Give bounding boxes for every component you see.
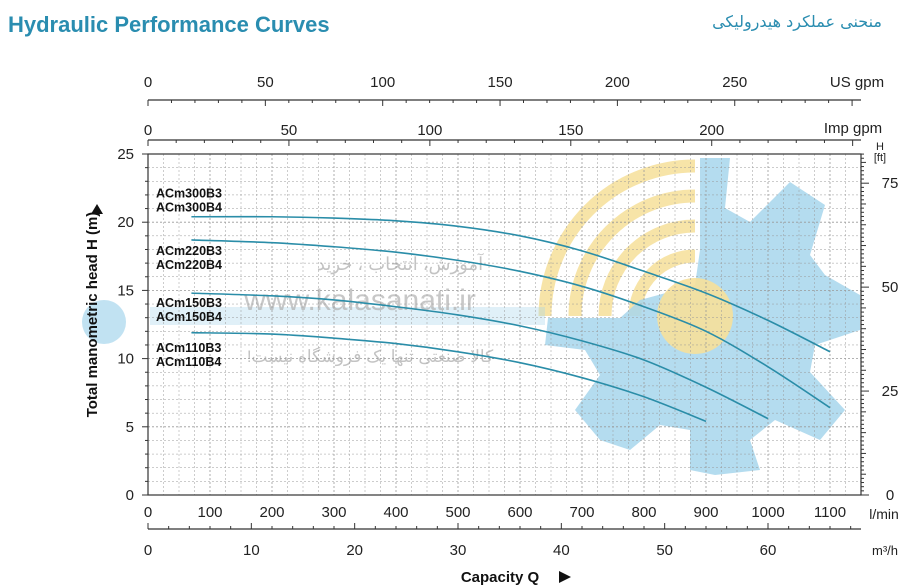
curve-label: ACm150B4: [156, 310, 222, 324]
x-tick-label-usgpm: 100: [370, 74, 395, 91]
x-tick-label-lmin: 300: [321, 504, 346, 521]
x-tick-label-impgpm: 0: [144, 122, 152, 139]
x-tick-label-usgpm: 250: [722, 74, 747, 91]
x-unit-impgpm: Imp gpm: [824, 120, 882, 137]
y-axis-title-arrow-icon: [91, 204, 103, 214]
x-tick-label-impgpm: 150: [558, 122, 583, 139]
curve-series-3: [191, 239, 831, 409]
x-tick-label-impgpm: 50: [281, 122, 298, 139]
y-tick-label-m: 10: [117, 351, 134, 368]
y-axis-title: Total manometric head H (m): [84, 212, 101, 418]
y-unit-ft-line1: H: [876, 141, 884, 153]
curve-series-4: [191, 215, 831, 353]
x-tick-label-m3h: 50: [656, 542, 673, 559]
x-tick-label-m3h: 20: [346, 542, 363, 559]
y-tick-label-ft: 0: [886, 487, 894, 504]
x-tick-label-m3h: 40: [553, 542, 570, 559]
y-tick-label-m: 20: [117, 214, 134, 231]
watermark-line3: کالا صنعتی تنها یک فروشگاه نیست!: [247, 346, 494, 367]
x-tick-label-impgpm: 200: [699, 122, 724, 139]
y-tick-label-ft: 75: [882, 175, 899, 192]
x-axis-title-arrow-icon: [559, 571, 571, 583]
y-tick-label-m: 25: [117, 146, 134, 163]
x-tick-label-lmin: 1000: [751, 504, 784, 521]
y-tick-label-m: 0: [126, 487, 134, 504]
x-tick-label-lmin: 500: [445, 504, 470, 521]
watermark: آموزش، انتخاب ، خرید www.kalasanati.ir ک…: [82, 158, 860, 475]
x-unit-lmin: l/min: [869, 506, 899, 522]
x-tick-label-lmin: 200: [259, 504, 284, 521]
y-unit-ft-line2: [ft]: [874, 152, 886, 164]
watermark-logo-circle: [82, 300, 126, 344]
curves: [191, 215, 831, 423]
curve-label: ACm110B3: [156, 341, 221, 355]
x-tick-label-usgpm: 50: [257, 74, 274, 91]
x-tick-label-lmin: 100: [197, 504, 222, 521]
x-tick-label-usgpm: 0: [144, 74, 152, 91]
x-tick-label-lmin: 0: [144, 504, 152, 521]
y-tick-label-ft: 25: [882, 383, 899, 400]
x-axis-title: Capacity Q: [461, 569, 540, 586]
x-tick-label-lmin: 700: [569, 504, 594, 521]
y-tick-label-m: 15: [117, 282, 134, 299]
x-tick-label-m3h: 0: [144, 542, 152, 559]
x-unit-usgpm: US gpm: [830, 74, 884, 91]
x-tick-label-lmin: 400: [383, 504, 408, 521]
curve-label: ACm150B3: [156, 296, 222, 310]
x-tick-label-usgpm: 200: [605, 74, 630, 91]
curve-label: ACm300B4: [156, 201, 222, 215]
x-tick-label-lmin: 800: [631, 504, 656, 521]
curve-label: ACm220B4: [156, 258, 222, 272]
watermark-line1: آموزش، انتخاب ، خرید: [317, 253, 484, 275]
x-tick-label-impgpm: 100: [417, 122, 442, 139]
grid: [148, 154, 861, 495]
y-tick-label-m: 5: [126, 419, 134, 436]
x-tick-label-m3h: 60: [760, 542, 777, 559]
page-title: Hydraulic Performance Curves: [8, 12, 330, 37]
curve-series-2: [191, 292, 769, 420]
x-tick-label-lmin: 1100: [814, 504, 846, 521]
x-tick-label-m3h: 30: [450, 542, 467, 559]
page-title-persian: منحنی عملکرد هیدرولیکی: [712, 12, 882, 31]
x-unit-m3h: m³/h: [872, 543, 898, 558]
axes: 0 100 200 300 400 500 600 700 800 900 1000 1100 l/mi…: [84, 74, 899, 586]
curve-series-1: [191, 331, 707, 423]
curve-label: ACm300B3: [156, 187, 222, 201]
x-tick-label-lmin: 900: [693, 504, 718, 521]
curve-label: ACm220B3: [156, 244, 222, 258]
x-tick-label-usgpm: 150: [488, 74, 513, 91]
curve-label: ACm110B4: [156, 355, 221, 369]
x-tick-label-m3h: 10: [243, 542, 260, 559]
y-tick-label-ft: 50: [882, 279, 899, 296]
x-tick-label-lmin: 600: [507, 504, 532, 521]
